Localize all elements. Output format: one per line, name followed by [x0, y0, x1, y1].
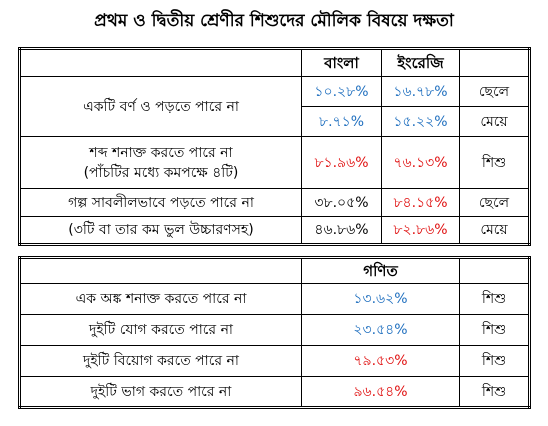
header-row: গণিত — [19, 257, 530, 284]
header-cell — [459, 48, 530, 77]
data-row: একটি বর্ণ ও পড়তে পারে না ১০.২৮% ১৬.৭৮% ছেল… — [19, 76, 530, 137]
header-cell: বাংলা — [301, 48, 382, 77]
value-cell: ৭৬.১৩% — [381, 136, 460, 189]
value-cell: ৮১.৯৬% — [301, 136, 382, 189]
value-cell: ৯৬.৫৪% — [301, 376, 460, 408]
title: প্রথম ও দ্বিতীয় শ্রেণীর শিশুদের মৌলিক ব… — [94, 11, 454, 31]
group-cell: শিশু — [459, 283, 530, 315]
math-table: গণিত এক অঙ্ক শনাক্ত করতে পারে না ১৩.৬২% শিশ… — [18, 256, 531, 409]
group-cell: শিশু — [459, 345, 530, 377]
value-cell: ১০.২৮% — [301, 76, 382, 107]
data-row: এক অঙ্ক শনাক্ত করতে পারে না ১৩.৬২% শিশু — [19, 283, 530, 315]
header-cell — [19, 257, 302, 284]
value-cell: ৩৮.০৫% — [301, 188, 382, 217]
label-line: একটি বর্ণ ও পড়তে পারে না — [83, 98, 239, 115]
header-cell — [459, 257, 530, 284]
value-cell: ১৩.৬২% — [301, 283, 460, 315]
group-cell: শিশু — [459, 314, 530, 346]
value-cell: ৮.৭১% — [301, 106, 382, 137]
data-row: দুইটি যোগ করতে পারে না ২৩.৫৪% শিশু — [19, 314, 530, 346]
label-line: (৩টি বা তার কম ভুল উচ্চারণসহ) — [68, 222, 254, 238]
row-label: দুইটি বিয়োগ করতে পারে না — [19, 345, 302, 377]
label-line: (পাঁচটির মধ্যে কমপক্ষে ৪টি) — [83, 164, 239, 181]
group-cell: মেয়ে — [459, 106, 530, 137]
value-cell: ১৫.২২% — [381, 106, 460, 137]
data-row: দুইটি বিয়োগ করতে পারে না ৭৯.৫৩% শিশু — [19, 345, 530, 377]
data-row: (৩টি বা তার কম ভুল উচ্চারণসহ) ৪৬.৮৬% ৮২.৮৬… — [19, 216, 530, 245]
group-cell: মেয়ে — [459, 216, 530, 245]
header-row: বাংলা ইংরেজি — [19, 48, 530, 77]
header-cell: গণিত — [301, 257, 460, 284]
data-row: শব্দ শনাক্ত করতে পারে না (পাঁচটির মধ্যে ক… — [19, 136, 530, 189]
data-row: দুইটি ভাগ করতে পারে না ৯৬.৫৪% শিশু — [19, 376, 530, 408]
row-label: শব্দ শনাক্ত করতে পারে না (পাঁচটির মধ্যে ক… — [19, 136, 302, 189]
row-label: দুইটি ভাগ করতে পারে না — [19, 376, 302, 408]
value-cell: ৮২.৮৬% — [381, 216, 460, 245]
data-row: ৮.৭১% ১৫.২২% মেয়ে — [20, 106, 530, 137]
group-cell: শিশু — [459, 376, 530, 408]
row-label: দুইটি যোগ করতে পারে না — [19, 314, 302, 346]
value-cell: ৪৬.৮৬% — [301, 216, 382, 245]
data-row: গল্প সাবলীলভাবে পড়তে পারে না ৩৮.০৫% ৮৪.১৫… — [19, 188, 530, 217]
group-cell: ছেলে — [459, 188, 530, 217]
value-cell: ৮৪.১৫% — [381, 188, 460, 217]
group-cell: শিশু — [459, 136, 530, 189]
header-cell: ইংরেজি — [381, 48, 460, 77]
reading-table: বাংলা ইংরেজি একটি বর্ণ ও পড়তে পারে না ১০.২… — [18, 47, 531, 246]
header-cell — [19, 48, 302, 77]
value-cell: ২৩.৫৪% — [301, 314, 460, 346]
row-label: একটি বর্ণ ও পড়তে পারে না — [19, 76, 302, 137]
value-cell: ১৬.৭৮% — [381, 76, 460, 107]
row-label: গল্প সাবলীলভাবে পড়তে পারে না — [19, 188, 302, 217]
value-cell: ৭৯.৫৩% — [301, 345, 460, 377]
label-line: শব্দ শনাক্ত করতে পারে না — [89, 144, 233, 161]
group-cell: ছেলে — [459, 76, 530, 107]
row-label: (৩টি বা তার কম ভুল উচ্চারণসহ) — [19, 216, 302, 245]
row-label: এক অঙ্ক শনাক্ত করতে পারে না — [19, 283, 302, 315]
label-line: গল্প সাবলীলভাবে পড়তে পারে না — [68, 194, 254, 211]
